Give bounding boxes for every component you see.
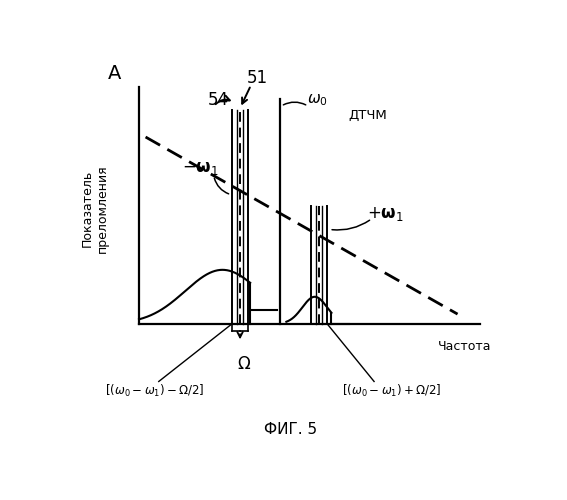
Text: $+\mathbf{\omega}_1$: $+\mathbf{\omega}_1$ [367,205,404,223]
Text: 54: 54 [208,92,229,110]
Text: Показатель
преломления: Показатель преломления [81,164,109,252]
Text: $-\mathbf{\omega}_1$: $-\mathbf{\omega}_1$ [182,159,219,177]
Text: $[(\omega_0 - \omega_1) -\Omega/2]$: $[(\omega_0 - \omega_1) -\Omega/2]$ [105,383,204,399]
Text: $\omega_0$: $\omega_0$ [307,92,327,108]
Text: $[(\omega_0 - \omega_1) +\Omega/2]$: $[(\omega_0 - \omega_1) +\Omega/2]$ [342,383,441,399]
Text: A: A [108,64,121,83]
Text: ДТЧМ: ДТЧМ [348,110,387,122]
Text: $\Omega$: $\Omega$ [238,355,252,373]
Text: ФИГ. 5: ФИГ. 5 [264,422,317,437]
Text: 51: 51 [247,70,268,87]
Text: Частота: Частота [437,340,491,353]
